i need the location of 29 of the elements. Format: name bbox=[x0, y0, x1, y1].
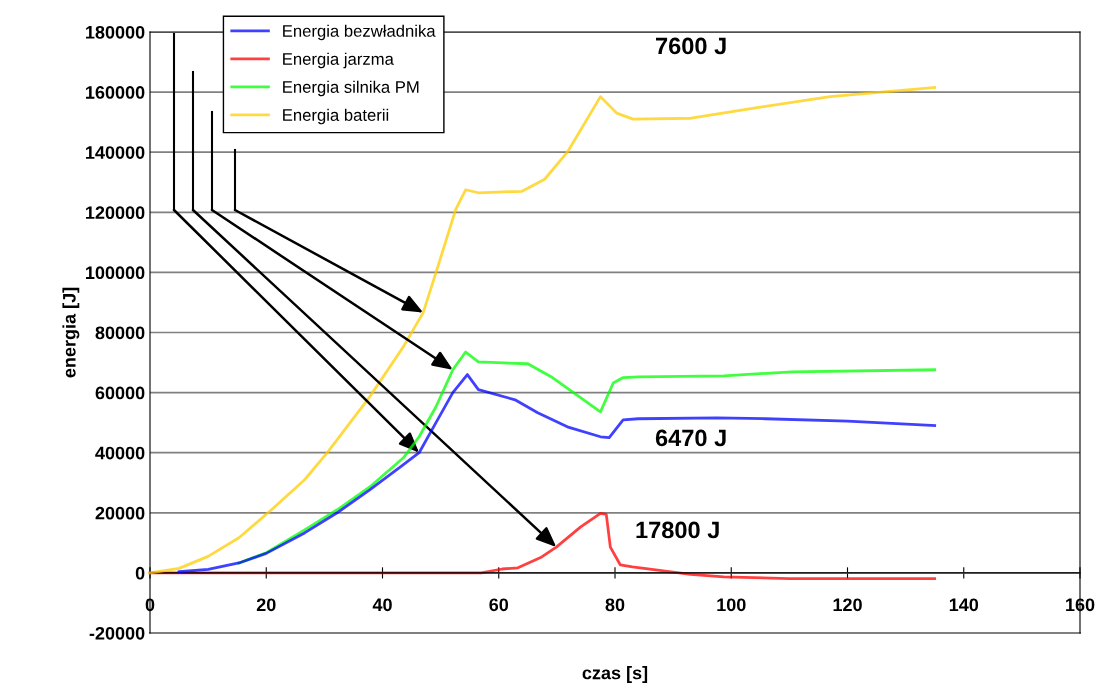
annotation: 6470 J bbox=[655, 429, 726, 447]
y-tick-label: 20000 bbox=[95, 506, 145, 520]
y-tick-label: 100000 bbox=[86, 266, 145, 280]
y-axis-title: energia [J] bbox=[62, 287, 80, 378]
y-tick-label: 140000 bbox=[86, 146, 145, 159]
line-series bbox=[177, 373, 937, 574]
x-tick-label: 60 bbox=[489, 598, 509, 612]
legend-label: Energia bezwładnika bbox=[283, 24, 436, 41]
x-tick-label: 140 bbox=[949, 598, 979, 612]
annotation: 7600 J bbox=[656, 37, 726, 55]
y-tick-label: 40000 bbox=[95, 446, 145, 460]
y-tick-label: 120000 bbox=[86, 206, 145, 220]
x-axis-title: czas [s] bbox=[582, 666, 648, 683]
y-tick-label: -20000 bbox=[89, 626, 145, 640]
x-tick-label: 80 bbox=[605, 598, 625, 612]
x-tick-label: 20 bbox=[256, 598, 276, 612]
y-tick-label: 0 bbox=[135, 566, 145, 580]
y-tick-label: 60000 bbox=[95, 386, 145, 400]
x-tick-label: 120 bbox=[833, 598, 862, 612]
legend-label: Energia baterii bbox=[283, 108, 389, 125]
x-tick-label: 100 bbox=[717, 598, 746, 612]
line-series bbox=[237, 350, 937, 565]
y-tick-label: 80000 bbox=[95, 326, 145, 340]
legend-label: Energia jarzma bbox=[283, 52, 394, 69]
y-tick-label: 180000 bbox=[86, 25, 145, 39]
x-tick-label: 40 bbox=[372, 598, 392, 612]
legend-label: Energia silnika PM bbox=[283, 80, 419, 97]
y-tick-label: 160000 bbox=[86, 86, 145, 99]
annotation: 17800 J bbox=[636, 521, 719, 539]
